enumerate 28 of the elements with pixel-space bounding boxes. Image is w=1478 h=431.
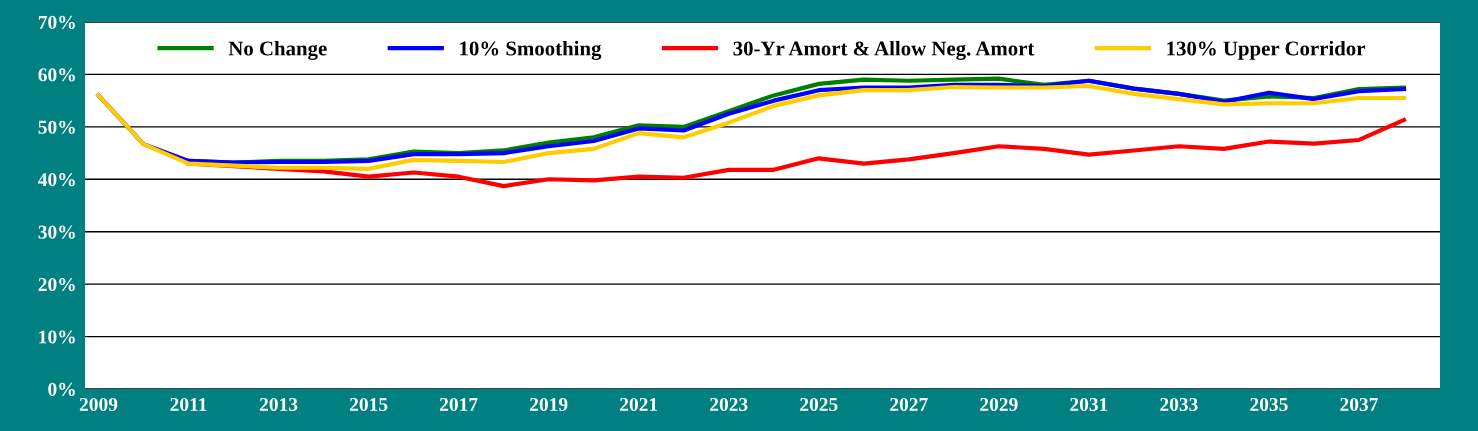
x-tick-label: 2013 xyxy=(259,397,298,412)
x-tick-label: 2023 xyxy=(710,397,748,412)
x-tick-label: 2019 xyxy=(530,397,568,412)
legend-label: 10% Smoothing xyxy=(460,40,602,60)
x-tick-label: 2031 xyxy=(1070,397,1108,412)
x-tick-label: 2009 xyxy=(79,397,118,412)
x-tick-label: 2025 xyxy=(800,397,838,412)
line-series xyxy=(186,117,1407,189)
x-tick-label: 2033 xyxy=(1160,397,1198,412)
x-tick-label: 2029 xyxy=(980,397,1018,412)
y-tick-label: 50% xyxy=(38,120,75,134)
y-tick-label: 20% xyxy=(38,277,75,292)
x-tick-label: 2037 xyxy=(1340,397,1378,412)
y-tick-label: 10% xyxy=(39,330,75,344)
legend-label: 30-Yr Amort & Allow Neg. Amort xyxy=(733,40,1035,60)
x-tick-label: 2015 xyxy=(349,397,388,412)
y-tick-label: 0% xyxy=(48,382,75,396)
x-tick-label: 2017 xyxy=(440,397,478,412)
legend-label: 130% Upper Corridor xyxy=(1167,40,1366,60)
x-tick-label: 2027 xyxy=(890,397,928,412)
legend-label: No Change xyxy=(228,40,327,60)
x-tick-label: 2021 xyxy=(620,397,658,412)
x-tick-label: 2011 xyxy=(170,397,207,412)
y-tick-label: 70% xyxy=(38,15,75,29)
y-tick-label: 60% xyxy=(38,68,75,82)
y-tick-label: 40% xyxy=(38,173,75,187)
x-tick-label: 2035 xyxy=(1250,397,1288,412)
y-tick-label: 30% xyxy=(38,225,75,239)
